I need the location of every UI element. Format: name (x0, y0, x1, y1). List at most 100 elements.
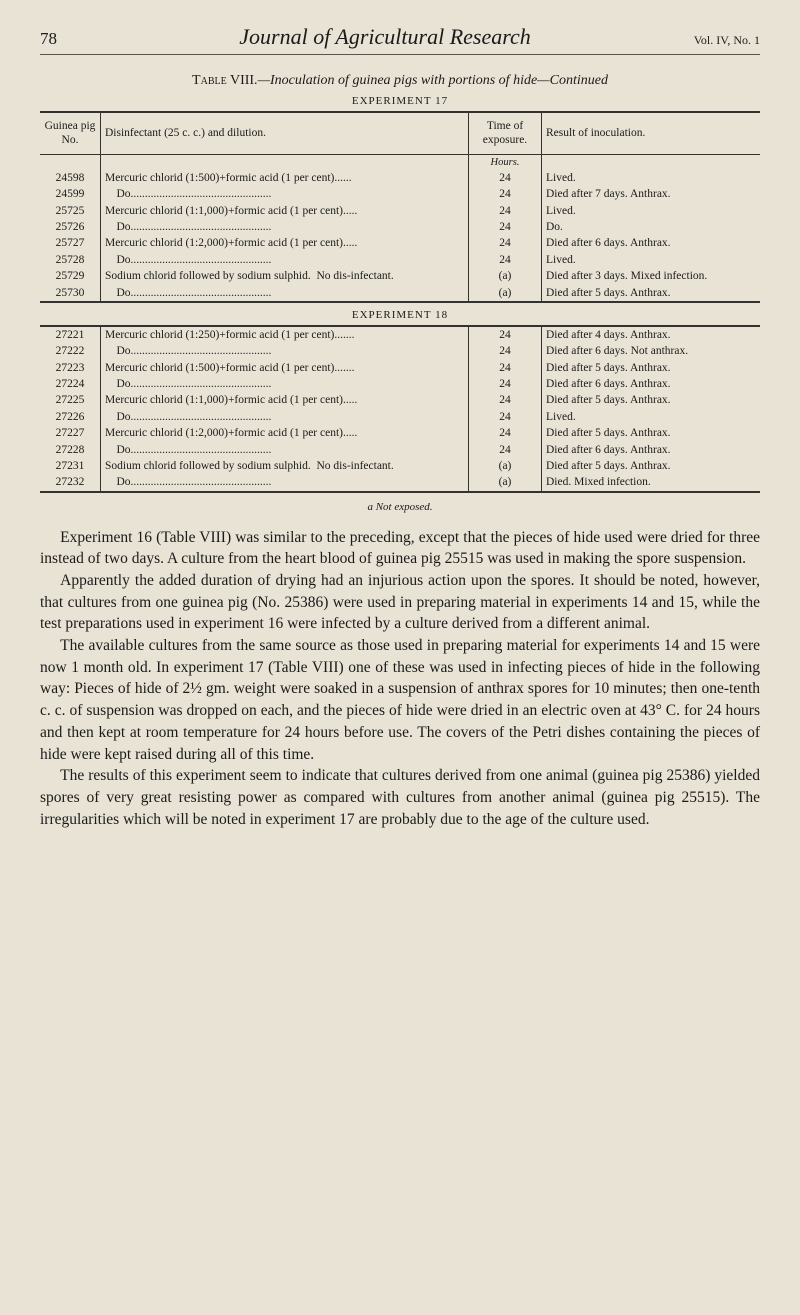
cell-disinfectant: Mercuric chlorid (1:2,000)+formic acid (… (101, 425, 469, 441)
cell-time: 24 (469, 442, 542, 458)
body-text: Experiment 16 (Table VIII) was similar t… (40, 527, 760, 831)
experiment-17-table: Guinea pig No. Disinfectant (25 c. c.) a… (40, 111, 760, 303)
cell-disinfectant: Mercuric chlorid (1:500)+formic acid (1 … (101, 360, 469, 376)
cell-pig-no: 27225 (40, 392, 101, 408)
table-row: 27225Mercuric chlorid (1:1,000)+formic a… (40, 392, 760, 408)
cell-pig-no: 27228 (40, 442, 101, 458)
cell-pig-no: 27224 (40, 376, 101, 392)
cell-result: Lived. (542, 170, 761, 186)
cell-result: Died after 5 days. Anthrax. (542, 392, 761, 408)
cell-time: 24 (469, 252, 542, 268)
cell-result: Died after 3 days. Mixed infection. (542, 268, 761, 284)
table-row: 27231Sodium chlorid followed by sodium s… (40, 458, 760, 474)
cell-pig-no: 25729 (40, 268, 101, 284)
table-row: 25727Mercuric chlorid (1:2,000)+formic a… (40, 235, 760, 251)
spacer (542, 154, 761, 170)
running-header: 78 Journal of Agricultural Research Vol.… (40, 24, 760, 55)
cell-result: Died after 7 days. Anthrax. (542, 186, 761, 202)
cell-time: (a) (469, 474, 542, 491)
cell-result: Lived. (542, 203, 761, 219)
cell-disinfectant: Do......................................… (101, 285, 469, 302)
table-row: 27223Mercuric chlorid (1:500)+formic aci… (40, 360, 760, 376)
cell-pig-no: 27227 (40, 425, 101, 441)
cell-disinfectant: Do......................................… (101, 186, 469, 202)
table-row: 27227Mercuric chlorid (1:2,000)+formic a… (40, 425, 760, 441)
paragraph: The available cultures from the same sou… (40, 635, 760, 765)
cell-pig-no: 25728 (40, 252, 101, 268)
experiment-18-label: EXPERIMENT 18 (40, 309, 760, 321)
cell-disinfectant: Do......................................… (101, 474, 469, 491)
cell-time: 24 (469, 170, 542, 186)
cell-result: Died. Mixed infection. (542, 474, 761, 491)
cell-disinfectant: Mercuric chlorid (1:250)+formic acid (1 … (101, 326, 469, 343)
cell-disinfectant: Sodium chlorid followed by sodium sulphi… (101, 458, 469, 474)
table-row: 25730 Do................................… (40, 285, 760, 302)
table-row: 25726 Do................................… (40, 219, 760, 235)
cell-pig-no: 25725 (40, 203, 101, 219)
cell-time: (a) (469, 285, 542, 302)
cell-pig-no: 27223 (40, 360, 101, 376)
table-row: 25728 Do................................… (40, 252, 760, 268)
time-unit-header: Hours. (469, 154, 542, 170)
table-row: 27228 Do................................… (40, 442, 760, 458)
cell-result: Died after 4 days. Anthrax. (542, 326, 761, 343)
cell-result: Lived. (542, 252, 761, 268)
cell-disinfectant: Do......................................… (101, 252, 469, 268)
cell-disinfectant: Do......................................… (101, 376, 469, 392)
cell-pig-no: 25726 (40, 219, 101, 235)
table-caption: Table VIII.—Inoculation of guinea pigs w… (40, 73, 760, 89)
table-row: 27232 Do................................… (40, 474, 760, 491)
cell-result: Died after 5 days. Anthrax. (542, 458, 761, 474)
table-row: 27221Mercuric chlorid (1:250)+formic aci… (40, 326, 760, 343)
cell-time: (a) (469, 458, 542, 474)
cell-time: 24 (469, 326, 542, 343)
cell-time: 24 (469, 235, 542, 251)
table-number: Table VIII. (192, 73, 258, 88)
paragraph: Apparently the added duration of drying … (40, 570, 760, 635)
cell-pig-no: 25727 (40, 235, 101, 251)
cell-pig-no: 27221 (40, 326, 101, 343)
cell-pig-no: 24599 (40, 186, 101, 202)
col-header-time: Time of exposure. (469, 112, 542, 154)
cell-disinfectant: Sodium chlorid followed by sodium sulphi… (101, 268, 469, 284)
table-title: —Inoculation of guinea pigs with portion… (258, 73, 608, 88)
cell-time: (a) (469, 268, 542, 284)
cell-result: Died after 6 days. Anthrax. (542, 376, 761, 392)
cell-disinfectant: Mercuric chlorid (1:1,000)+formic acid (… (101, 203, 469, 219)
cell-disinfectant: Do......................................… (101, 343, 469, 359)
table-row: 27222 Do................................… (40, 343, 760, 359)
cell-time: 24 (469, 376, 542, 392)
table-row: 25725Mercuric chlorid (1:1,000)+formic a… (40, 203, 760, 219)
cell-time: 24 (469, 203, 542, 219)
cell-disinfectant: Mercuric chlorid (1:500)+formic acid (1 … (101, 170, 469, 186)
cell-disinfectant: Do......................................… (101, 442, 469, 458)
table-row: 27224 Do................................… (40, 376, 760, 392)
cell-time: 24 (469, 219, 542, 235)
experiment-17-label: EXPERIMENT 17 (40, 95, 760, 107)
cell-pig-no: 27226 (40, 409, 101, 425)
cell-result: Died after 6 days. Not anthrax. (542, 343, 761, 359)
cell-result: Lived. (542, 409, 761, 425)
cell-result: Died after 6 days. Anthrax. (542, 442, 761, 458)
cell-result: Died after 5 days. Anthrax. (542, 285, 761, 302)
table-row: 24599 Do................................… (40, 186, 760, 202)
table-row: 27226 Do................................… (40, 409, 760, 425)
volume-label: Vol. IV, No. 1 (670, 33, 760, 48)
cell-disinfectant: Do......................................… (101, 409, 469, 425)
cell-pig-no: 27232 (40, 474, 101, 491)
journal-title: Journal of Agricultural Research (100, 24, 670, 50)
cell-pig-no: 24598 (40, 170, 101, 186)
cell-disinfectant: Mercuric chlorid (1:1,000)+formic acid (… (101, 392, 469, 408)
cell-disinfectant: Mercuric chlorid (1:2,000)+formic acid (… (101, 235, 469, 251)
experiment-18-table: 27221Mercuric chlorid (1:250)+formic aci… (40, 325, 760, 493)
cell-pig-no: 27222 (40, 343, 101, 359)
cell-result: Do. (542, 219, 761, 235)
spacer (101, 154, 469, 170)
spacer (40, 154, 101, 170)
page: 78 Journal of Agricultural Research Vol.… (0, 0, 800, 870)
cell-disinfectant: Do......................................… (101, 219, 469, 235)
cell-time: 24 (469, 425, 542, 441)
paragraph: Experiment 16 (Table VIII) was similar t… (40, 527, 760, 570)
table-row: 24598Mercuric chlorid (1:500)+formic aci… (40, 170, 760, 186)
cell-time: 24 (469, 409, 542, 425)
